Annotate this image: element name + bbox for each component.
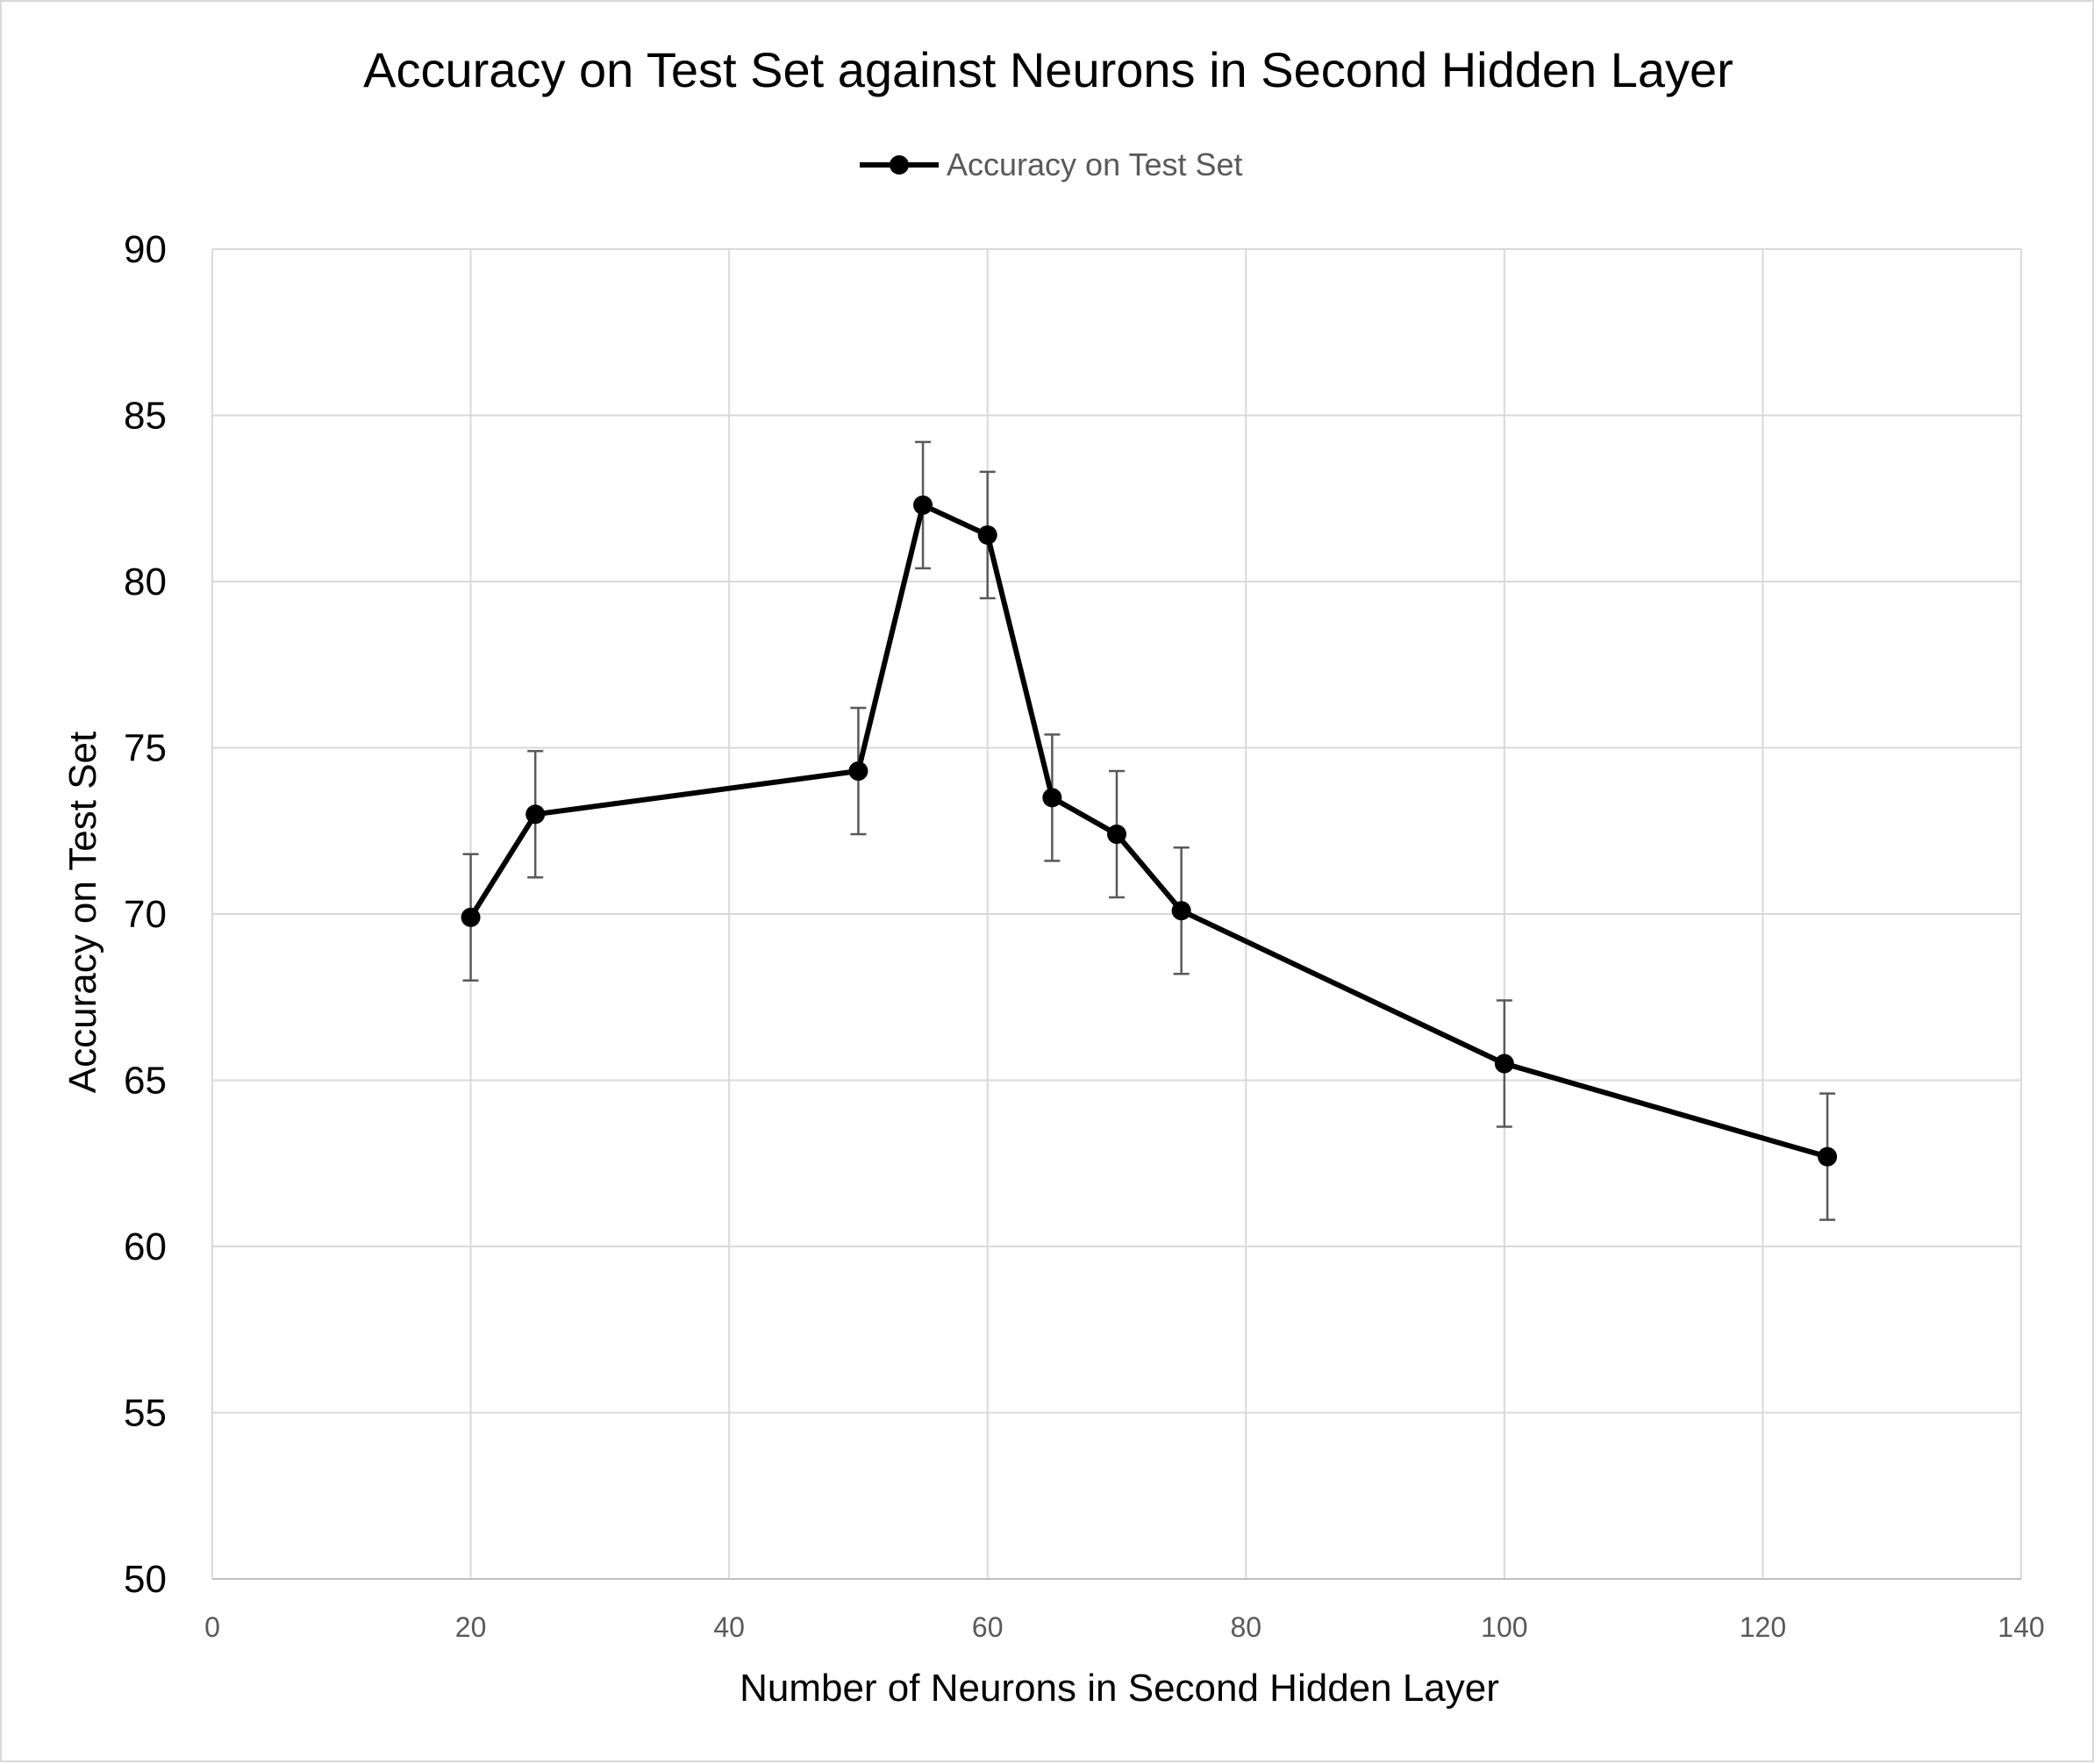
y-tick-label: 50 xyxy=(124,1558,167,1601)
y-tick-label: 85 xyxy=(124,395,167,438)
x-tick-label: 140 xyxy=(1998,1611,2044,1643)
y-tick-label: 75 xyxy=(124,727,167,770)
x-axis-title: Number of Neurons in Second Hidden Layer xyxy=(740,1667,1499,1710)
data-point xyxy=(1818,1146,1838,1167)
y-tick-label: 70 xyxy=(124,893,167,936)
chart-title: Accuracy on Test Set against Neurons in … xyxy=(363,42,1733,97)
x-tick-label: 120 xyxy=(1740,1611,1786,1643)
x-tick-label: 100 xyxy=(1481,1611,1527,1643)
y-tick-label: 55 xyxy=(124,1392,167,1435)
x-tick-label: 0 xyxy=(204,1611,220,1643)
series-line xyxy=(468,502,1828,1160)
legend: Accuracy on Test Set xyxy=(860,146,1243,182)
y-axis-title: Accuracy on Test Set xyxy=(61,732,104,1094)
data-point xyxy=(1107,825,1126,845)
data-point xyxy=(1171,901,1191,921)
axes xyxy=(211,249,2021,1580)
y-tick-label: 90 xyxy=(124,228,167,271)
y-tick-label: 60 xyxy=(124,1225,167,1268)
data-point xyxy=(913,495,933,515)
data-point xyxy=(525,804,546,825)
x-tick-label: 20 xyxy=(455,1611,487,1643)
data-point xyxy=(977,525,997,545)
y-tick-label: 80 xyxy=(124,561,167,603)
legend-marker xyxy=(890,155,909,175)
x-tick-label: 40 xyxy=(713,1611,745,1643)
x-tick-label: 60 xyxy=(972,1611,1004,1643)
y-tick-label: 65 xyxy=(124,1060,167,1103)
data-point xyxy=(1042,788,1062,808)
y-tick-labels: 50 55 60 65 70 75 80 85 90 xyxy=(124,228,167,1601)
series-polyline xyxy=(468,502,1828,1160)
gridlines xyxy=(212,248,2022,1579)
data-point xyxy=(1494,1053,1514,1074)
data-point xyxy=(848,761,868,782)
error-bars xyxy=(462,440,1836,1221)
x-tick-label: 80 xyxy=(1230,1611,1261,1643)
data-points xyxy=(461,495,1838,1167)
legend-label: Accuracy on Test Set xyxy=(947,146,1243,182)
x-tick-labels: 0 20 40 60 80 100 120 140 xyxy=(204,1611,2045,1643)
data-point xyxy=(461,907,481,927)
